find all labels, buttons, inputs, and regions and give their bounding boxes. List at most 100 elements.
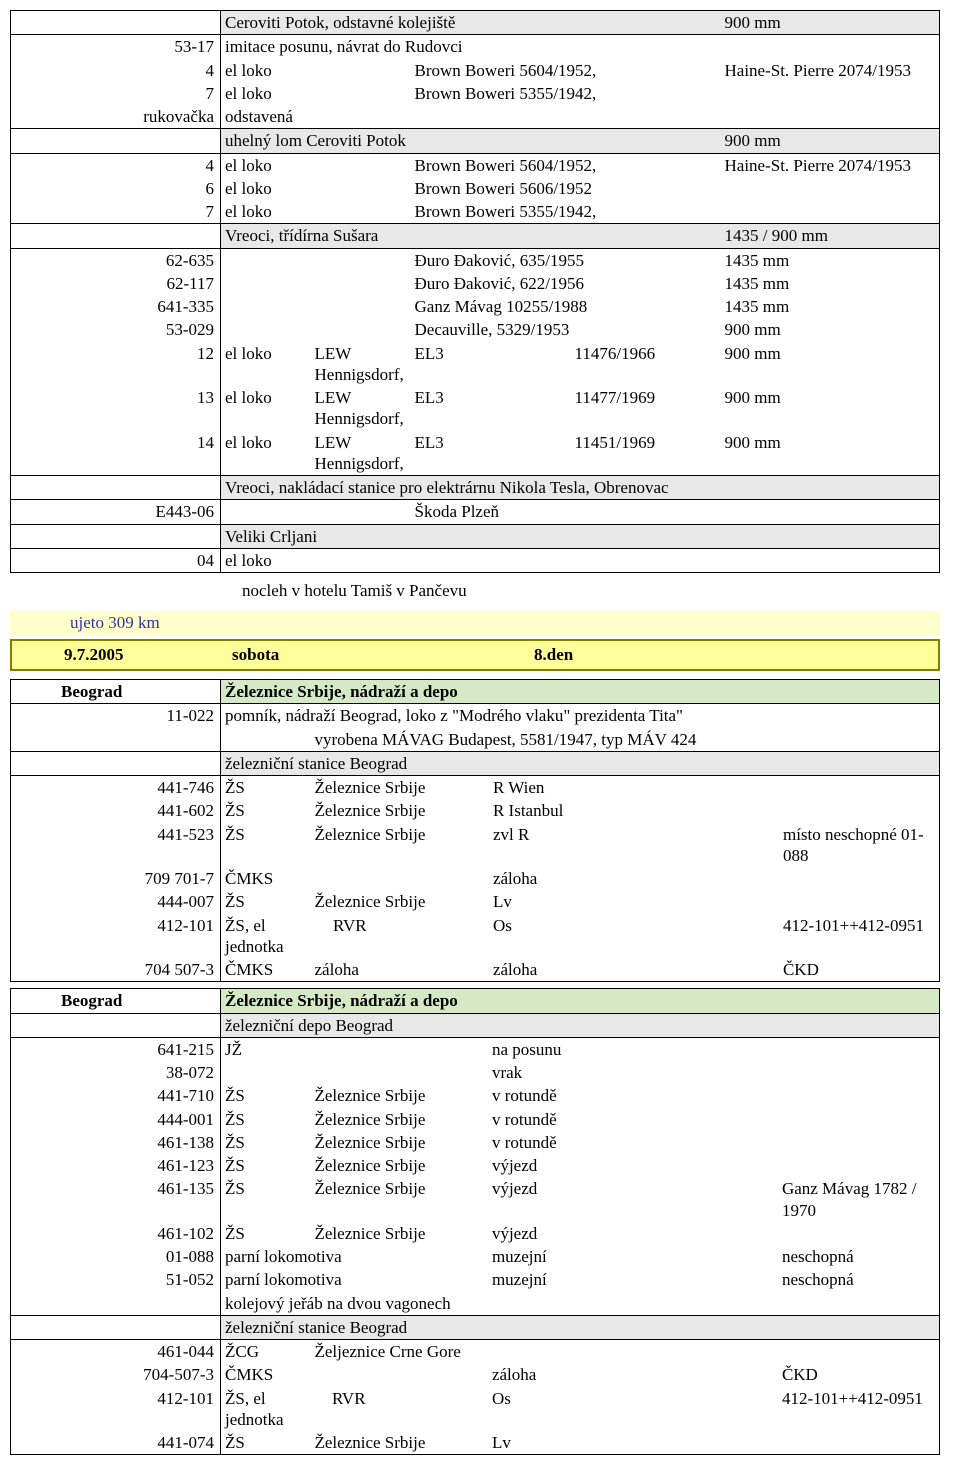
note: místo neschopné 01-088 (779, 823, 940, 868)
note: 412-101++412-0951 (778, 1387, 940, 1432)
type: el loko (221, 200, 311, 224)
train: výjezd (488, 1154, 638, 1177)
op: ŽS, el jednotka (221, 914, 329, 959)
mfr: Brown Boweri 5606/1952 (411, 177, 721, 200)
gauge: 1435 / 900 mm (721, 224, 940, 248)
mfr: Brown Boweri 5355/1942, (411, 200, 721, 224)
section-header: železniční depo Beograd (11, 1013, 940, 1037)
section-title: železniční depo Beograd (221, 1013, 940, 1037)
row: 444-001ŽSŽeleznice Srbijev rotundě (11, 1108, 940, 1131)
op: JŽ (221, 1037, 311, 1061)
row: 412-101ŽS, el jednotkaRVROs412-101++412-… (11, 914, 940, 959)
row: 62-635Đuro Đaković, 635/19551435 mm (11, 248, 940, 272)
train: muzejní (488, 1245, 638, 1268)
row: 12el lokoLEW Hennigsdorf,EL311476/196690… (11, 342, 940, 387)
section-header: železniční stanice Beograd (11, 751, 940, 775)
type: el loko (221, 342, 311, 387)
row: 461-123ŽSŽeleznice Srbijevýjezd (11, 1154, 940, 1177)
section-title: Veliki Crljani (221, 524, 940, 548)
desc: pomník, nádraží Beograd, loko z "Modrého… (221, 704, 940, 728)
row: 53-029Decauville, 5329/1953900 mm (11, 318, 940, 341)
loco-id: E443-06 (11, 500, 221, 524)
owner: Železnice Srbije (311, 1108, 488, 1131)
row: 01-088parní lokomotivamuzejníneschopná (11, 1245, 940, 1268)
loco-id: 461-135 (11, 1177, 221, 1222)
loco-id: 62-117 (11, 272, 221, 295)
section-title: Vreoci, nakládací stanice pro elektrárnu… (221, 476, 940, 500)
row: 461-138ŽSŽeleznice Srbijev rotundě (11, 1131, 940, 1154)
sn: 11477/1969 (571, 386, 721, 431)
loco-id: 04 (11, 548, 221, 572)
owner: Železnice Srbije (311, 1222, 488, 1245)
row: E443-06 Škoda Plzeň (11, 500, 940, 524)
op: ŽS (221, 1431, 311, 1455)
train: Lv (488, 1431, 638, 1455)
row: 62-117Đuro Đaković, 622/19561435 mm (11, 272, 940, 295)
loco-id: 53-17 (11, 35, 221, 59)
desc: kolejový jeřáb na dvou vagonech (221, 1292, 940, 1316)
op: ŽS (221, 776, 311, 800)
mfr: LEW Hennigsdorf, (311, 342, 411, 387)
mfr: Đuro Đaković, 622/1956 (411, 272, 721, 295)
op: ŽS (221, 1108, 311, 1131)
section-header: uhelný lom Ceroviti Potok900 mm (11, 129, 940, 153)
location: Beograd (11, 989, 221, 1013)
op: ŽS (221, 890, 311, 913)
op: ČMKS (221, 958, 311, 982)
op: ŽS (221, 823, 311, 868)
type: el loko (221, 59, 311, 82)
row: 7el lokoBrown Boweri 5355/1942, (11, 200, 940, 224)
mfr: Decauville, 5329/1953 (411, 318, 721, 341)
note: 412-101++412-0951 (779, 914, 940, 959)
op: ŽCG (221, 1340, 311, 1364)
loco-id: 461-044 (11, 1340, 221, 1364)
title: Železnice Srbije, nádraží a depo (221, 680, 940, 704)
loco-id: 461-138 (11, 1131, 221, 1154)
train: v rotundě (488, 1084, 638, 1107)
owner: Železnice Srbije (311, 1431, 488, 1455)
block-2: BeogradŽeleznice Srbije, nádraží a depo … (10, 679, 940, 982)
loco-id: 444-001 (11, 1108, 221, 1131)
loco-id: 62-635 (11, 248, 221, 272)
note: ČKD (779, 958, 940, 982)
row: 704-507-3ČMKSzálohaČKD (11, 1363, 940, 1386)
train: v rotundě (488, 1108, 638, 1131)
gauge: 900 mm (721, 431, 940, 476)
location: Beograd (11, 680, 221, 704)
loco-id: 641-335 (11, 295, 221, 318)
mfr: RVR (329, 914, 489, 959)
note: neschopná (778, 1245, 940, 1268)
gauge: 900 mm (721, 342, 940, 387)
section-title: uhelný lom Ceroviti Potok (221, 129, 721, 153)
train: Lv (489, 890, 639, 913)
loco-id: 441-523 (11, 823, 221, 868)
row: 461-044ŽCGŽeljeznice Crne Gore (11, 1340, 940, 1364)
loco-id: 441-710 (11, 1084, 221, 1107)
loco-id: 704-507-3 (11, 1363, 221, 1386)
loco-id: rukovačka (11, 105, 221, 129)
row: 7el lokoBrown Boweri 5355/1942, (11, 82, 940, 105)
row: 4el lokoBrown Boweri 5604/1952,Haine-St.… (11, 59, 940, 82)
note: neschopná (778, 1268, 940, 1291)
loco-id: 14 (11, 431, 221, 476)
train: Os (489, 914, 639, 959)
section-title: Vreoci, třídírna Sušara (221, 224, 721, 248)
op: ŽS, el jednotka (221, 1387, 328, 1432)
gauge: 900 mm (721, 129, 940, 153)
row: 53-17imitace posunu, návrat do Rudovci (11, 35, 940, 59)
loco-id: 12 (11, 342, 221, 387)
loco-id: 441-746 (11, 776, 221, 800)
row: rukovačkaodstavená (11, 105, 940, 129)
row: 4el lokoBrown Boweri 5604/1952,Haine-St.… (11, 153, 940, 177)
op: ŽS (221, 799, 311, 822)
train: záloha (488, 1363, 638, 1386)
train: Os (488, 1387, 638, 1432)
mfr: Škoda Plzeň (411, 500, 940, 524)
owner: Železnice Srbije (311, 890, 489, 913)
section-title: železniční stanice Beograd (221, 751, 940, 775)
row: 14el lokoLEW Hennigsdorf,EL311451/196990… (11, 431, 940, 476)
block-3: BeogradŽeleznice Srbije, nádraží a depo … (10, 988, 940, 1455)
owner: Železnice Srbije (311, 823, 489, 868)
loco-id: 441-602 (11, 799, 221, 822)
row: 11-022pomník, nádraží Beograd, loko z "M… (11, 704, 940, 728)
